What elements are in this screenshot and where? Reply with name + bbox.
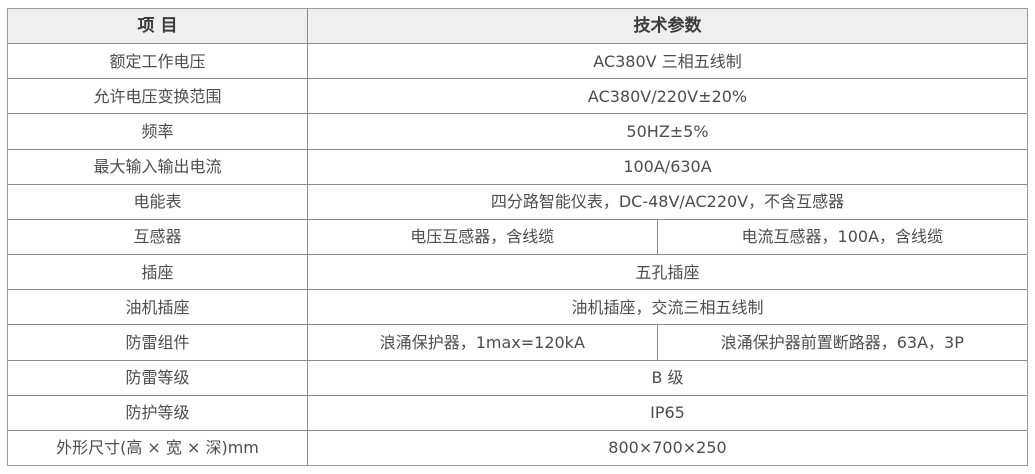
table-row: 电能表 四分路智能仪表，DC-48V/AC220V，不含互感器 xyxy=(8,184,1027,220)
value-cell-right: 浪涌保护器前置断路器，63A，3P xyxy=(720,332,964,352)
item-cell: 外形尺寸(高 × 宽 × 深)mm xyxy=(8,430,308,466)
table-row: 额定工作电压 AC380V 三相五线制 xyxy=(8,44,1027,80)
spec-table: 项 目 技术参数 额定工作电压 AC380V 三相五线制 允许电压变换范围 AC… xyxy=(7,8,1028,466)
item-cell: 防雷组件 xyxy=(8,325,308,360)
value-cell: 四分路智能仪表，DC-48V/AC220V，不含互感器 xyxy=(490,192,845,212)
table-row: 防护等级 IP65 xyxy=(8,395,1027,431)
item-cell: 防雷等级 xyxy=(8,360,308,395)
value-split: 电压互感器，含线缆 电流互感器，100A，含线缆 xyxy=(308,219,1027,255)
header-params-cell: 技术参数 xyxy=(633,15,702,36)
table-row: 插座 五孔插座 xyxy=(8,255,1027,291)
item-cell: 额定工作电压 xyxy=(8,44,308,79)
table-row: 最大输入输出电流 100A/630A xyxy=(8,149,1027,185)
table-row: 互感器 电压互感器，含线缆 电流互感器，100A，含线缆 xyxy=(8,219,1027,256)
value-cell-left: 浪涌保护器，1max=120kA xyxy=(308,325,658,360)
item-cell: 防护等级 xyxy=(8,395,308,430)
item-cell: 插座 xyxy=(8,255,308,290)
item-cell: 电能表 xyxy=(8,184,308,219)
table-row: 油机插座 油机插座，交流三相五线制 xyxy=(8,290,1027,326)
value-cell: IP65 xyxy=(650,403,685,423)
value-cell-left: 电压互感器，含线缆 xyxy=(308,219,658,255)
item-cell: 频率 xyxy=(8,114,308,149)
item-cell: 最大输入输出电流 xyxy=(8,149,308,184)
value-cell: AC380V 三相五线制 xyxy=(593,51,742,71)
value-cell: 五孔插座 xyxy=(635,262,700,282)
table-row: 防雷组件 浪涌保护器，1max=120kA 浪涌保护器前置断路器，63A，3P xyxy=(8,325,1027,361)
table-row: 防雷等级 B 级 xyxy=(8,360,1027,396)
value-cell: 100A/630A xyxy=(623,157,712,177)
table-row: 外形尺寸(高 × 宽 × 深)mm 800×700×250 xyxy=(8,430,1027,466)
value-cell: 油机插座，交流三相五线制 xyxy=(571,297,764,317)
table-row: 频率 50HZ±5% xyxy=(8,114,1027,150)
item-cell: 互感器 xyxy=(8,219,308,255)
value-cell: 800×700×250 xyxy=(608,438,727,458)
table-header-row: 项 目 技术参数 xyxy=(8,9,1027,45)
value-cell-right: 电流互感器，100A，含线缆 xyxy=(741,227,944,247)
item-cell: 油机插座 xyxy=(8,290,308,325)
item-cell: 允许电压变换范围 xyxy=(8,79,308,114)
value-cell: AC380V/220V±20% xyxy=(587,86,748,106)
header-item-cell: 项 目 xyxy=(8,9,308,44)
value-cell: B 级 xyxy=(651,368,684,388)
value-split: 浪涌保护器，1max=120kA 浪涌保护器前置断路器，63A，3P xyxy=(308,325,1027,360)
value-cell: 50HZ±5% xyxy=(626,121,709,141)
table-row: 允许电压变换范围 AC380V/220V±20% xyxy=(8,79,1027,115)
